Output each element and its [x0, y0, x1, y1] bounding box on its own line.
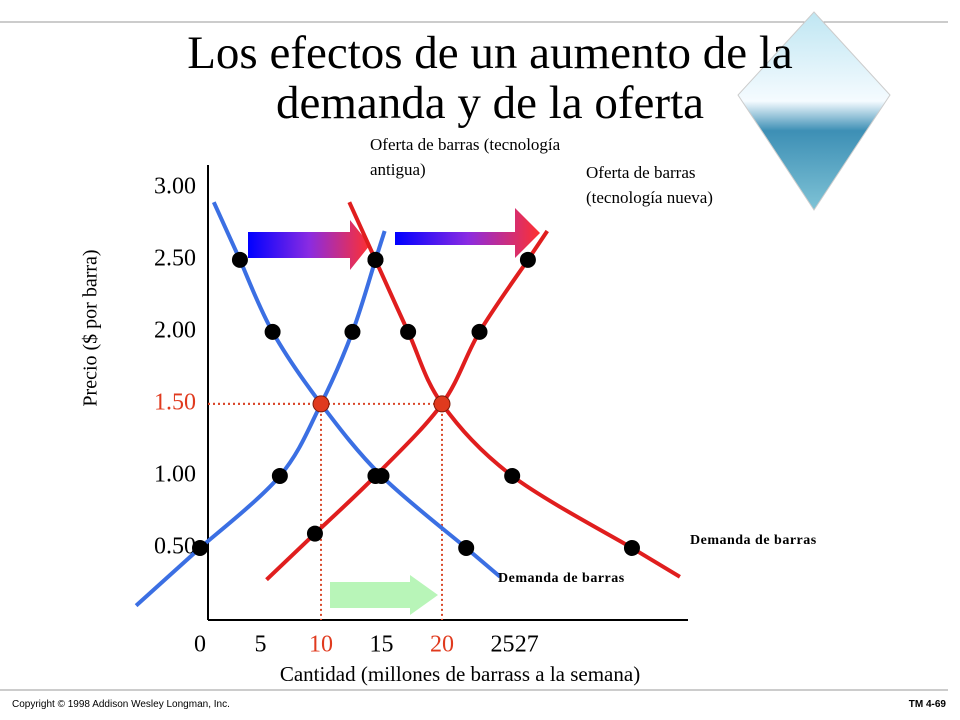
y-tick-label: 2.50 [154, 245, 196, 271]
curve-extension [630, 546, 681, 579]
series-label: Oferta de barras (tecnología antigua) [370, 135, 561, 179]
data-point [264, 323, 281, 340]
x-tick-label: 27 [515, 632, 539, 658]
data-point [504, 467, 521, 484]
data-point [471, 323, 488, 340]
data-point [271, 467, 288, 484]
data-point [367, 467, 384, 484]
data-point [458, 539, 475, 556]
x-axis-label: Cantidad (millones de barrass a la seman… [280, 662, 640, 686]
data-point [306, 525, 323, 542]
curve-extension [265, 532, 317, 582]
plot-area: 0.50 1.00 1.50 2.00 2.50 3.00 0 5 10 15 20 25 27 Cant… [80, 165, 688, 686]
x-tick-label: 0 [194, 632, 206, 658]
copyright: Copyright © 1998 Addison Wesley Longman,… [12, 699, 230, 710]
curve [313, 258, 530, 536]
data-point [519, 251, 536, 268]
page-number: TM 4-69 [908, 699, 946, 710]
series-label: Demanda de barras [690, 533, 817, 548]
curve [373, 259, 634, 550]
x-tick-label: 25 [491, 632, 515, 658]
x-tick-label: 15 [370, 632, 394, 658]
equilibrium-point [433, 395, 451, 413]
decorative-image [737, 11, 891, 211]
shift-arrow [395, 208, 540, 258]
x-tick-label: 5 [255, 632, 267, 658]
data-point [623, 539, 640, 556]
y-axis-label: Precio ($ por barra) [80, 249, 102, 406]
y-tick-label: 1.50 [154, 389, 196, 415]
data-point [344, 323, 361, 340]
shift-arrow [248, 220, 370, 270]
equilibrium-point [312, 395, 330, 413]
title: Los efectos de un aumento de la demanda … [187, 27, 793, 129]
series-label: Demanda de barras [498, 571, 625, 586]
data-point [231, 251, 248, 268]
quantity-arrow [330, 575, 438, 615]
y-tick-label: 1.00 [154, 461, 196, 487]
y-tick-label: 3.00 [154, 173, 196, 199]
data-point [400, 323, 417, 340]
curve-extension [211, 201, 242, 261]
data-point [367, 251, 384, 268]
y-tick-label: 0.50 [154, 533, 196, 559]
series-label: Oferta de barras (tecnología nueva) [586, 163, 713, 207]
y-tick-label: 2.00 [154, 317, 196, 343]
data-point [192, 539, 208, 556]
x-tick-label: 20 [430, 632, 454, 658]
x-tick-label: 10 [309, 632, 333, 658]
